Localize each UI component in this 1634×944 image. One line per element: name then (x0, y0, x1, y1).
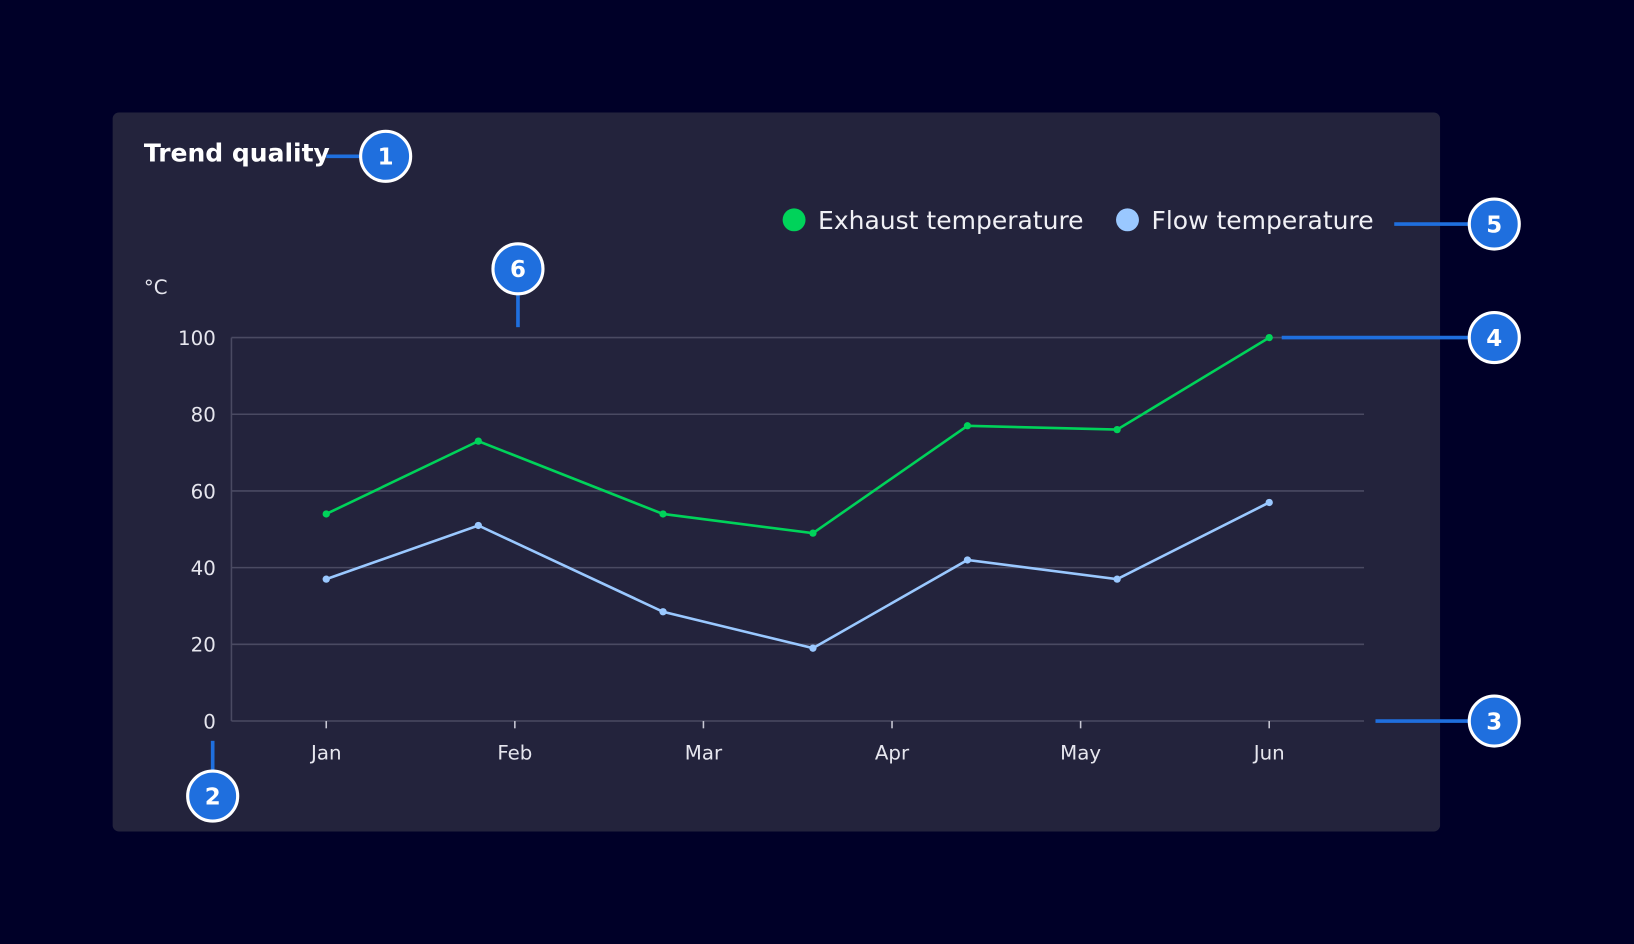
y-tick-label: 80 (191, 404, 216, 427)
callout-number: 5 (1486, 212, 1502, 238)
callout-3: 3 (1375, 694, 1521, 748)
data-point-flow (322, 575, 330, 583)
data-point-flow (474, 521, 482, 530)
callout-badge (1467, 197, 1521, 251)
data-point-flow (1265, 498, 1273, 507)
legend-marker-flow (1116, 208, 1139, 232)
x-tick-label: May (1060, 742, 1101, 765)
legend-marker-exhaust (782, 208, 806, 232)
callout-number: 1 (378, 145, 394, 171)
legend-label-exhaust: Exhaust temperature (818, 206, 1084, 235)
callout-4: 4 (1281, 311, 1521, 365)
y-tick-label: 60 (191, 480, 216, 503)
data-point-exhaust (1113, 425, 1121, 434)
data-point-flow (963, 556, 972, 564)
data-point-flow (659, 608, 667, 616)
data-point-exhaust (474, 437, 482, 445)
y-tick-label: 100 (178, 327, 216, 350)
x-tick-label: Jan (309, 742, 342, 765)
data-point-exhaust (1265, 333, 1273, 342)
callout-badge (186, 769, 240, 823)
callout-2: 2 (186, 740, 240, 823)
callout-number: 2 (205, 784, 221, 810)
callout-badge (359, 129, 413, 183)
callout-6: 6 (491, 242, 545, 328)
callout-badge (1467, 311, 1521, 365)
data-point-flow (809, 644, 817, 652)
callout-badge (1467, 694, 1521, 748)
data-point-exhaust (809, 529, 817, 537)
chart-title: Trend quality (144, 139, 330, 168)
x-tick-label: Mar (685, 742, 723, 765)
callout-badge (491, 242, 545, 296)
x-tick-label: Feb (497, 742, 532, 765)
y-axis-unit-label: °C (144, 276, 168, 299)
data-point-exhaust (659, 510, 667, 518)
callout-1: 1 (326, 129, 413, 183)
data-point-exhaust (963, 422, 972, 430)
x-tick-label: Jun (1252, 742, 1285, 765)
chart-card (112, 112, 1441, 832)
x-tick-label: Apr (875, 742, 910, 765)
y-tick-label: 0 (203, 710, 216, 733)
y-tick-label: 40 (191, 557, 216, 580)
callout-number: 4 (1486, 326, 1502, 352)
legend-label-flow: Flow temperature (1151, 206, 1373, 235)
data-point-exhaust (322, 510, 330, 518)
data-point-flow (1113, 575, 1121, 583)
y-tick-label: 20 (191, 634, 216, 657)
legend: Exhaust temperature Flow temperature (782, 206, 1374, 235)
callout-number: 6 (510, 257, 526, 283)
callout-5: 5 (1394, 197, 1521, 251)
callout-number: 3 (1486, 709, 1502, 735)
